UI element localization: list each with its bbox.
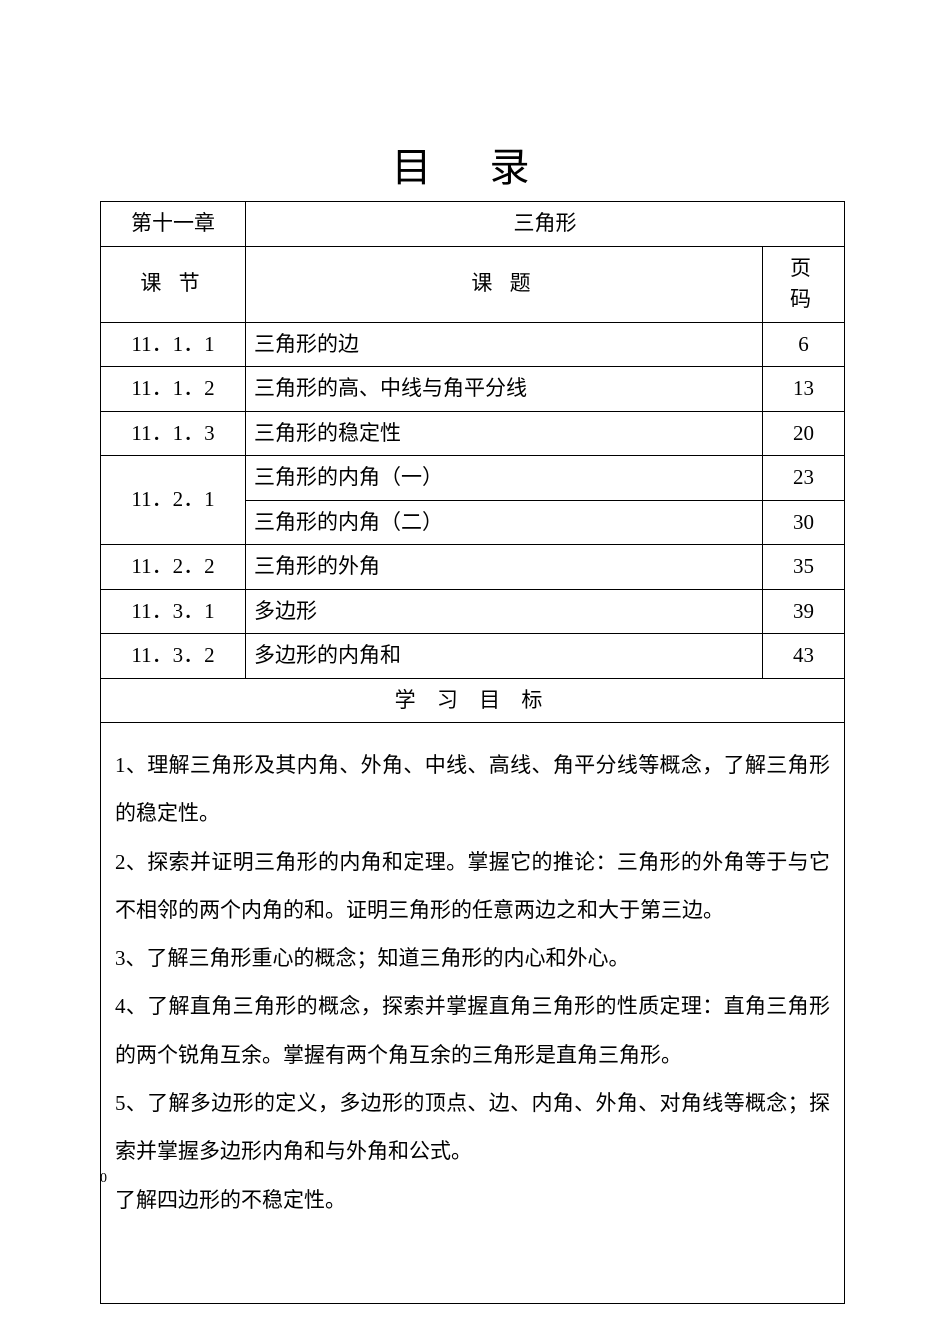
topic-cell: 三角形的边 — [246, 322, 763, 367]
goal-item: 5、了解多边形的定义，多边形的顶点、边、内角、外角、对角线等概念；探索并掌握多边… — [115, 1079, 830, 1176]
topic-cell: 多边形 — [246, 589, 763, 634]
table-row: 11．3．2 多边形的内角和 43 — [101, 634, 845, 679]
chapter-label: 第十一章 — [101, 202, 246, 247]
study-header-row: 学 习 目 标 — [101, 678, 845, 723]
page-cell: 35 — [763, 545, 845, 590]
header-row: 课 节 课 题 页 码 — [101, 246, 845, 322]
table-row: 11．1．2 三角形的高、中线与角平分线 13 — [101, 367, 845, 412]
section-cell: 11．3．2 — [101, 634, 246, 679]
topic-cell: 多边形的内角和 — [246, 634, 763, 679]
goals-cell: 1、理解三角形及其内角、外角、中线、高线、角平分线等概念，了解三角形的稳定性。 … — [101, 723, 844, 1303]
table-row: 11．2．2 三角形的外角 35 — [101, 545, 845, 590]
goals-row: 1、理解三角形及其内角、外角、中线、高线、角平分线等概念，了解三角形的稳定性。 … — [101, 723, 845, 1304]
topic-cell: 三角形的稳定性 — [246, 411, 763, 456]
page-cell: 13 — [763, 367, 845, 412]
page-number: 0 — [100, 1171, 107, 1187]
section-cell: 11．2．1 — [101, 456, 246, 545]
page-cell: 39 — [763, 589, 845, 634]
chapter-row: 第十一章 三角形 — [101, 202, 845, 247]
goal-item: 3、了解三角形重心的概念；知道三角形的内心和外心。 — [115, 934, 830, 982]
page-cell: 23 — [763, 456, 845, 501]
chapter-title: 三角形 — [246, 202, 845, 247]
table-row: 11．3．1 多边形 39 — [101, 589, 845, 634]
goal-item: 2、探索并证明三角形的内角和定理。掌握它的推论：三角形的外角等于与它不相邻的两个… — [115, 838, 830, 935]
toc-table: 第十一章 三角形 课 节 课 题 页 码 11．1．1 三角形的边 6 11．1… — [100, 201, 845, 1304]
goal-item: 了解四边形的不稳定性。 — [115, 1176, 830, 1224]
page-cell: 30 — [763, 500, 845, 545]
section-cell: 11．2．2 — [101, 545, 246, 590]
col-header-section: 课 节 — [101, 246, 246, 322]
topic-cell: 三角形的内角（二） — [246, 500, 763, 545]
table-row: 11．1．3 三角形的稳定性 20 — [101, 411, 845, 456]
table-row: 11．2．1 三角形的内角（一） 23 — [101, 456, 845, 501]
page-cell: 43 — [763, 634, 845, 679]
section-cell: 11．1．1 — [101, 322, 246, 367]
topic-cell: 三角形的外角 — [246, 545, 763, 590]
page-cell: 6 — [763, 322, 845, 367]
section-cell: 11．1．3 — [101, 411, 246, 456]
page-cell: 20 — [763, 411, 845, 456]
table-row: 11．1．1 三角形的边 6 — [101, 322, 845, 367]
topic-cell: 三角形的高、中线与角平分线 — [246, 367, 763, 412]
section-cell: 11．3．1 — [101, 589, 246, 634]
topic-cell: 三角形的内角（一） — [246, 456, 763, 501]
col-header-page: 页 码 — [763, 246, 845, 322]
study-header: 学 习 目 标 — [101, 678, 845, 723]
col-header-topic: 课 题 — [246, 246, 763, 322]
section-cell: 11．1．2 — [101, 367, 246, 412]
goal-item: 1、理解三角形及其内角、外角、中线、高线、角平分线等概念，了解三角形的稳定性。 — [115, 741, 830, 838]
goal-item: 4、了解直角三角形的概念，探索并掌握直角三角形的性质定理：直角三角形的两个锐角互… — [115, 982, 830, 1079]
page-title: 目 录 — [100, 135, 845, 193]
